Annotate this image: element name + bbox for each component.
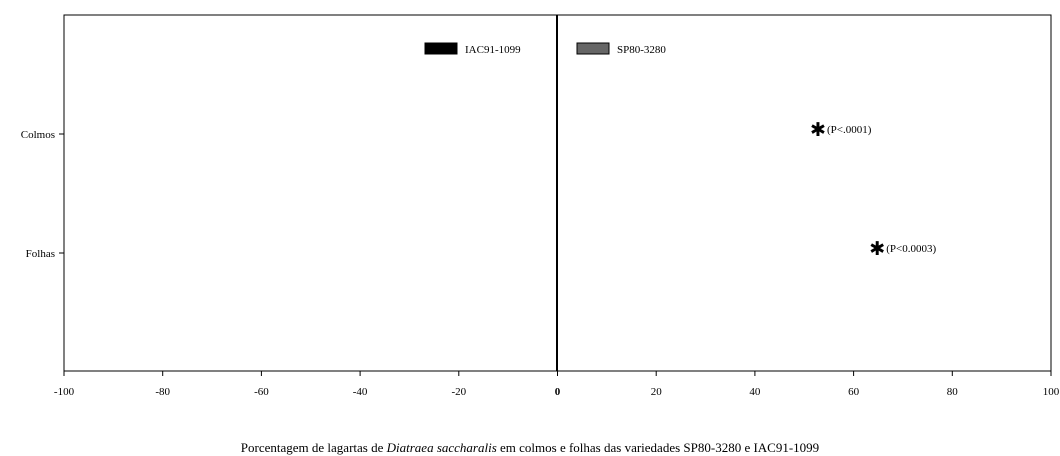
significance-star: ✱ [810, 119, 826, 141]
x-tick-label: -60 [254, 386, 269, 398]
legend-label: IAC91-1099 [465, 44, 521, 56]
x-tick-label: 80 [947, 386, 959, 398]
x-axis-title-species: Diatraea saccharalis [386, 440, 497, 455]
legend-swatch [424, 42, 458, 55]
legend-swatch [576, 42, 610, 55]
x-tick-label: -20 [451, 386, 466, 398]
x-tick-label: 40 [749, 386, 761, 398]
x-axis-title-prefix: Porcentagem de lagartas de [240, 440, 387, 455]
x-tick-label: 100 [1043, 386, 1060, 398]
legend: IAC91-1099 SP80-3280 [424, 42, 666, 56]
x-axis: -100 -80 -60 -40 -20 0 20 40 60 80 100 [54, 371, 1060, 398]
x-tick-label: 0 [555, 386, 561, 398]
y-category-label: Colmos [21, 129, 55, 141]
y-axis: Colmos Folhas [21, 129, 64, 260]
p-value-label: (P<.0001) [827, 124, 872, 136]
annotations: ✱ (P<.0001)✱ (P<0.0003) [810, 119, 936, 260]
x-tick-label: -80 [155, 386, 170, 398]
legend-label: SP80-3280 [617, 44, 666, 56]
x-tick-label: 60 [848, 386, 860, 398]
x-axis-title-suffix: em colmos e folhas das variedades SP80-3… [496, 440, 820, 455]
p-value-label: (P<0.0003) [886, 243, 936, 255]
x-axis-title: Porcentagem de lagartas de Diatraea sacc… [0, 440, 1060, 456]
x-tick-label: -40 [353, 386, 368, 398]
x-tick-label: 20 [651, 386, 663, 398]
y-category-label: Folhas [26, 248, 55, 260]
x-tick-label: -100 [54, 386, 75, 398]
significance-star: ✱ [869, 238, 885, 260]
